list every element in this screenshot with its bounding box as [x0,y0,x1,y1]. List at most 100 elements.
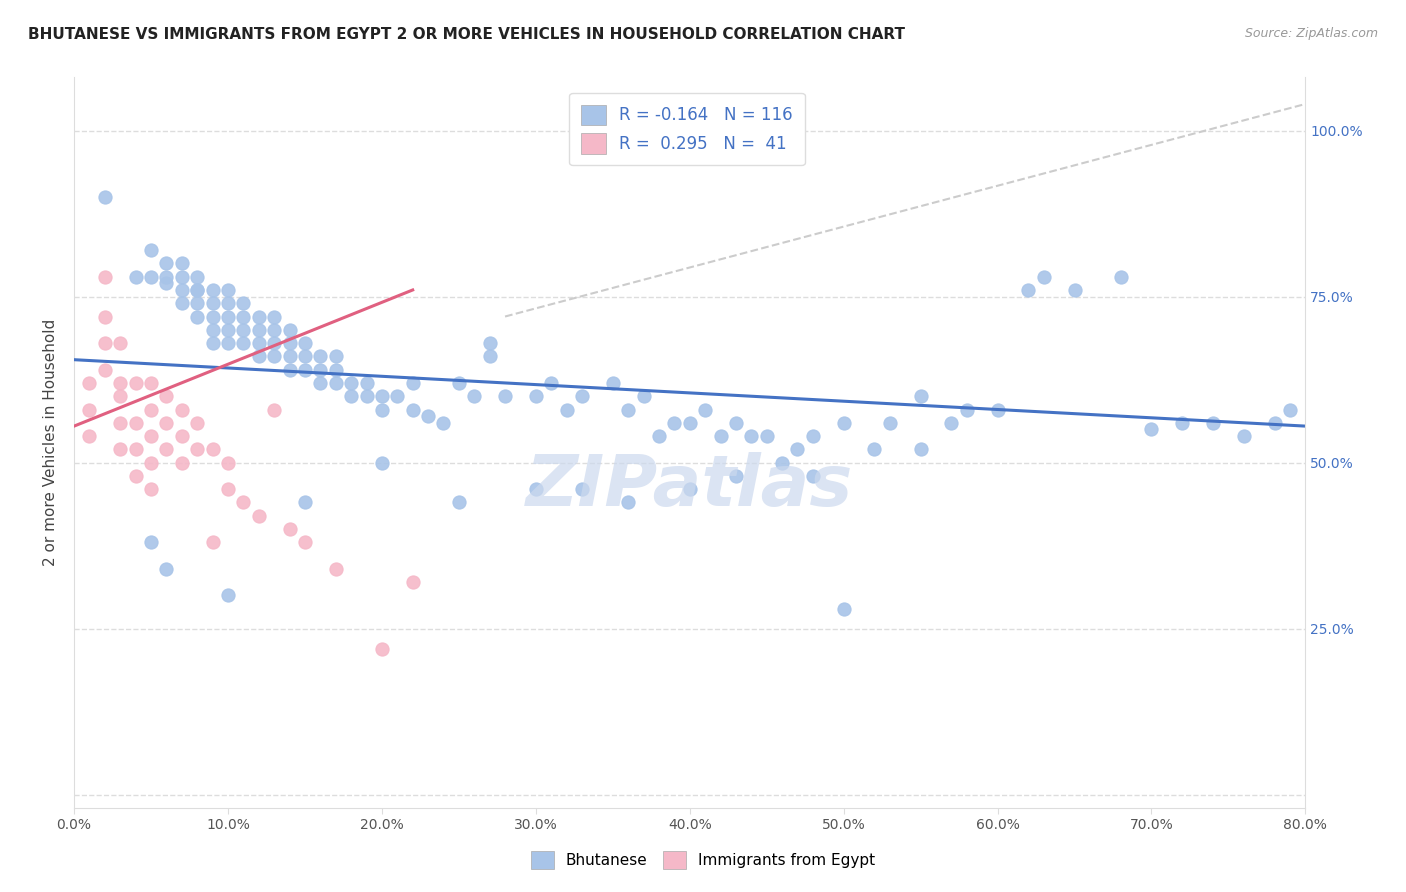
Point [201,535,224,549]
Point [217,482,239,496]
Text: Source: ZipAtlas.com: Source: ZipAtlas.com [1244,27,1378,40]
Point [1140,422,1163,436]
Point [478,350,501,364]
Point [247,508,270,523]
Point [155,562,177,576]
Point [371,641,394,656]
Point [801,429,824,443]
Point [941,416,963,430]
Point [294,350,316,364]
Point [695,402,717,417]
Point [79,376,101,390]
Point [956,402,979,417]
Point [139,482,162,496]
Point [447,376,470,390]
Point [801,469,824,483]
Point [724,416,747,430]
Point [155,277,177,291]
Point [79,402,101,417]
Point [371,402,394,417]
Point [263,402,285,417]
Point [124,442,146,457]
Point [124,469,146,483]
Point [110,376,132,390]
Point [463,389,485,403]
Point [325,350,347,364]
Point [170,429,193,443]
Point [139,429,162,443]
Point [1264,416,1286,430]
Point [524,389,547,403]
Point [201,336,224,351]
Point [217,283,239,297]
Point [247,310,270,324]
Point [186,283,208,297]
Point [201,283,224,297]
Point [325,376,347,390]
Point [1171,416,1194,430]
Point [402,376,425,390]
Point [124,269,146,284]
Point [832,601,855,615]
Point [217,336,239,351]
Point [664,416,686,430]
Point [1017,283,1039,297]
Point [340,389,363,403]
Point [633,389,655,403]
Point [186,269,208,284]
Point [217,323,239,337]
Point [724,469,747,483]
Point [371,389,394,403]
Point [139,456,162,470]
Point [94,269,117,284]
Point [170,402,193,417]
Point [155,256,177,270]
Point [217,310,239,324]
Point [232,336,254,351]
Point [1109,269,1132,284]
Point [201,310,224,324]
Point [278,362,301,376]
Point [309,376,332,390]
Point [340,376,363,390]
Point [910,389,932,403]
Point [124,416,146,430]
Point [709,429,731,443]
Point [571,389,593,403]
Point [1063,283,1085,297]
Point [217,589,239,603]
Point [278,323,301,337]
Point [679,416,702,430]
Point [1202,416,1225,430]
Point [648,429,671,443]
Point [786,442,808,457]
Point [124,376,146,390]
Point [186,283,208,297]
Point [402,402,425,417]
Point [910,442,932,457]
Point [186,310,208,324]
Point [186,442,208,457]
Point [201,442,224,457]
Point [555,402,578,417]
Point [247,323,270,337]
Point [294,535,316,549]
Point [170,296,193,310]
Point [155,389,177,403]
Point [263,336,285,351]
Point [325,362,347,376]
Text: ZIPatlas: ZIPatlas [526,452,853,521]
Point [294,362,316,376]
Point [139,535,162,549]
Point [201,296,224,310]
Point [278,350,301,364]
Point [879,416,901,430]
Point [263,323,285,337]
Point [1032,269,1054,284]
Point [494,389,516,403]
Point [325,562,347,576]
Point [524,482,547,496]
Y-axis label: 2 or more Vehicles in Household: 2 or more Vehicles in Household [44,319,58,566]
Point [863,442,886,457]
Point [402,575,425,590]
